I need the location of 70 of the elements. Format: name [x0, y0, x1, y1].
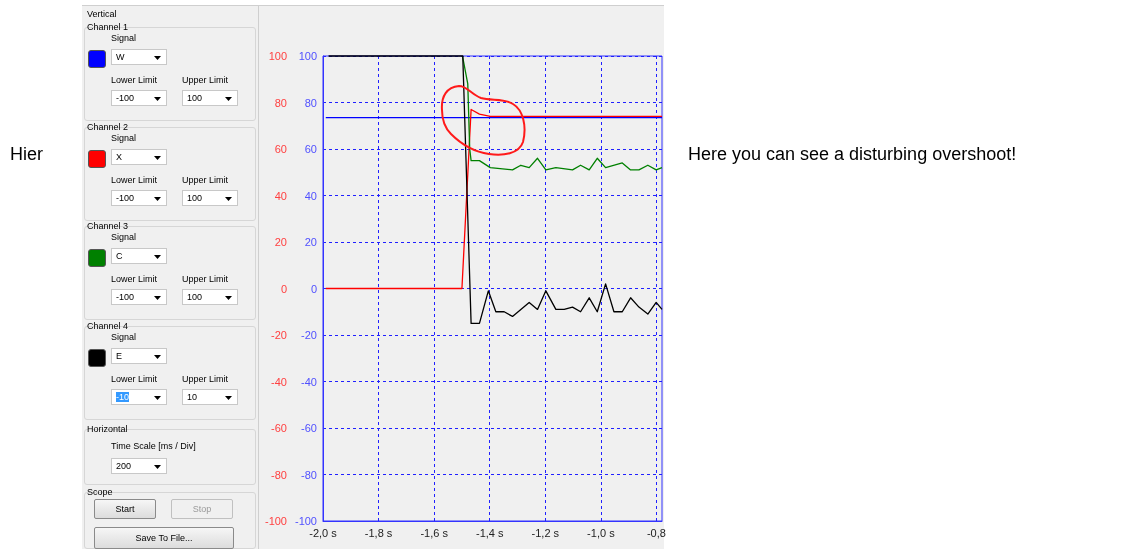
- text: Lower Limit: [111, 75, 158, 86]
- text: Upper Limit: [182, 75, 229, 86]
- y2-tick-label: -60: [301, 422, 317, 434]
- y-tick-label: 0: [280, 282, 287, 295]
- dropdown-box: -100: [111, 190, 167, 206]
- y-tick-label: -40: [271, 375, 287, 388]
- line-series: [327, 55, 663, 325]
- text: Signal: [111, 33, 137, 44]
- text: Channel 1: [87, 22, 129, 33]
- text: Here you can see a disturbing overshoot!: [688, 143, 1017, 165]
- y2-tick-label: 40: [304, 189, 317, 202]
- text: Upper Limit: [182, 175, 229, 186]
- y2-tick-label: -40: [301, 375, 317, 388]
- x-tick-label: -1,4 s: [475, 526, 504, 539]
- x-tick-label: -1,2 s: [531, 526, 560, 539]
- button: Start: [94, 499, 156, 519]
- x-tick-label: -1,6 s: [420, 526, 449, 539]
- text: Channel 4: [87, 321, 129, 332]
- y-tick-label: 20: [274, 236, 287, 248]
- button: Stop: [171, 499, 233, 519]
- dropdown-box: X: [111, 149, 167, 165]
- line-series: [325, 108, 663, 290]
- y2-tick-label: 20: [304, 236, 317, 248]
- x-tick-label: -2,0 s: [309, 526, 338, 539]
- y-tick-label: 100: [268, 50, 287, 62]
- y-tick-label: -80: [271, 468, 287, 481]
- y-tick-label: 40: [274, 189, 287, 202]
- text: Channel 2: [87, 122, 129, 133]
- dropdown-box: W: [111, 49, 167, 65]
- dropdown-box: -100: [111, 90, 167, 106]
- y2-tick-label: -80: [301, 468, 317, 481]
- x-tick-label: -1,0 s: [587, 526, 616, 539]
- y-tick-label: -20: [271, 329, 287, 341]
- line-series: [461, 55, 663, 171]
- text: Lower Limit: [111, 374, 158, 385]
- y-tick-label: -100: [264, 515, 287, 527]
- dropdown-box: -100: [111, 289, 167, 305]
- dropdown-box: 100: [182, 190, 238, 206]
- dropdown-box: E: [111, 348, 167, 364]
- button: Save To File...: [94, 527, 234, 549]
- y2-tick-label: 0: [310, 282, 317, 295]
- x-tick-label: -1,8 s: [364, 526, 393, 539]
- text: Channel 3: [87, 221, 129, 232]
- text: Signal: [111, 133, 137, 144]
- dropdown-box: 100: [182, 90, 238, 106]
- y-tick-label: -60: [271, 422, 287, 434]
- x-tick-label: -0,8: [646, 526, 666, 539]
- text: Vertical: [87, 9, 117, 20]
- dropdown-box: 100: [182, 289, 238, 305]
- text: Upper Limit: [182, 274, 229, 285]
- text: Lower Limit: [111, 175, 158, 186]
- text: Horizontal: [87, 424, 128, 435]
- y-tick-label: 80: [274, 96, 287, 109]
- text: Lower Limit: [111, 274, 158, 285]
- text: Hier: [10, 143, 44, 165]
- text: Time Scale [ms / Div]: [111, 441, 196, 452]
- dropdown-box: -10: [111, 389, 167, 405]
- dropdown-box: 200: [111, 458, 167, 474]
- text: Scope: [87, 487, 113, 498]
- y2-tick-label: 80: [304, 96, 317, 109]
- text: Signal: [111, 232, 137, 243]
- y-tick-label: 60: [274, 143, 287, 155]
- y2-tick-label: -20: [301, 329, 317, 341]
- y2-tick-label: 60: [304, 143, 317, 155]
- text: Signal: [111, 332, 137, 343]
- y2-tick-label: -100: [294, 515, 317, 527]
- y2-tick-label: 100: [298, 50, 317, 62]
- text: Upper Limit: [182, 374, 229, 385]
- dropdown-box: 10: [182, 389, 238, 405]
- dropdown-box: C: [111, 248, 167, 264]
